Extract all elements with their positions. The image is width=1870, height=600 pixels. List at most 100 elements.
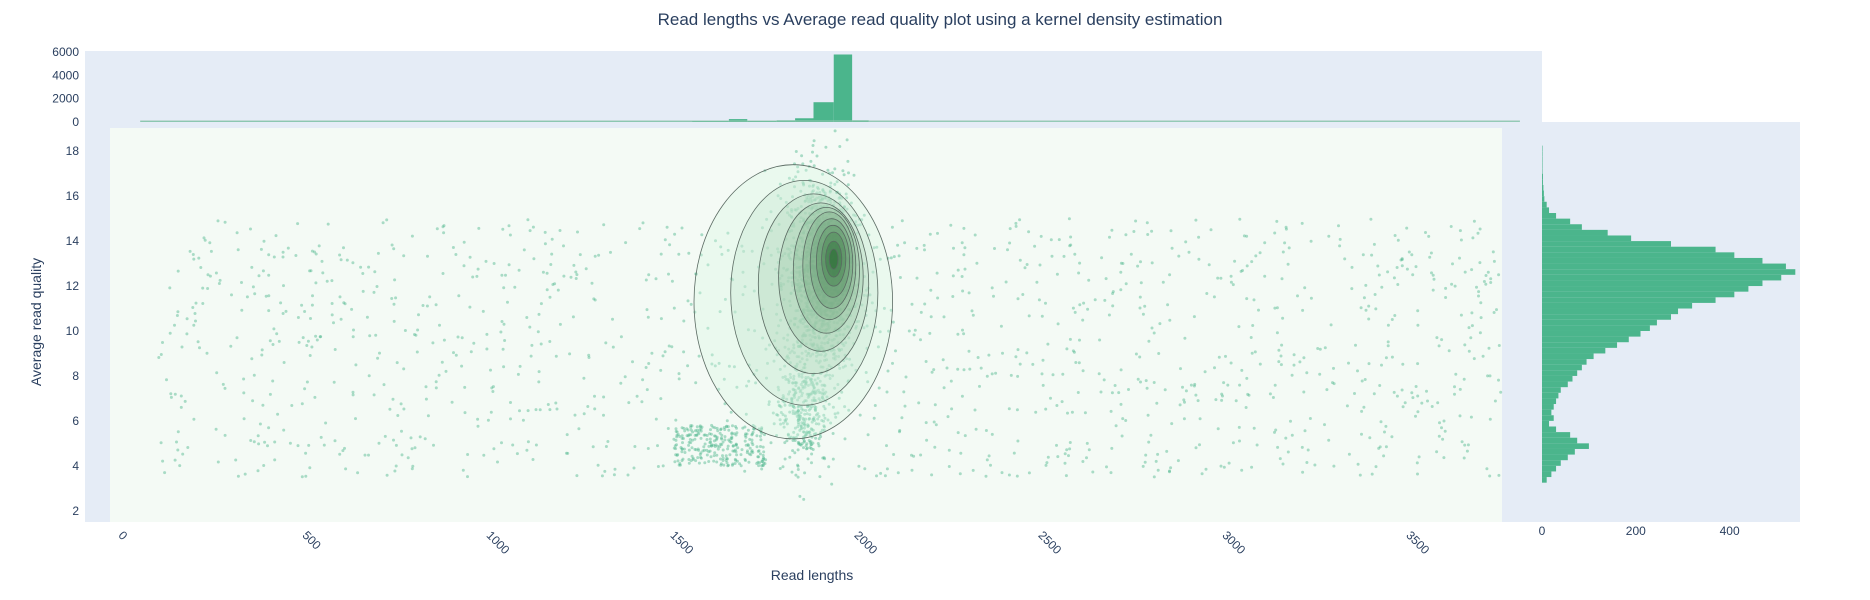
- scatter-point: [1338, 244, 1342, 248]
- scatter-point: [569, 275, 573, 279]
- scatter-point: [1284, 436, 1288, 440]
- scatter-point: [833, 262, 837, 266]
- scatter-point: [214, 271, 218, 275]
- scatter-point: [711, 425, 715, 429]
- scatter-point: [796, 344, 800, 348]
- scatter-point: [344, 467, 348, 471]
- scatter-point: [864, 288, 868, 292]
- scatter-point: [834, 334, 838, 338]
- scatter-point: [677, 463, 681, 467]
- scatter-point: [834, 354, 838, 358]
- scatter-point: [775, 312, 779, 316]
- scatter-point: [732, 365, 736, 369]
- scatter-point: [1495, 308, 1498, 312]
- scatter-point: [801, 380, 804, 384]
- scatter-point: [181, 452, 185, 456]
- scatter-point: [831, 312, 835, 316]
- scatter-point: [444, 369, 448, 373]
- scatter-point: [817, 304, 821, 308]
- scatter-point: [792, 377, 796, 381]
- scatter-point: [834, 254, 838, 258]
- scatter-point: [249, 227, 252, 231]
- x-tick-label: 2000: [852, 528, 881, 557]
- scatter-point: [821, 275, 825, 279]
- scatter-point: [719, 442, 722, 446]
- scatter-point: [311, 294, 314, 298]
- scatter-point: [385, 473, 389, 477]
- scatter-point: [838, 145, 842, 148]
- scatter-point: [843, 327, 847, 331]
- scatter-point: [896, 243, 900, 247]
- scatter-point: [803, 199, 807, 203]
- scatter-point: [813, 241, 817, 245]
- scatter-point: [1082, 301, 1086, 305]
- scatter-point: [367, 265, 371, 269]
- scatter-point: [159, 353, 163, 356]
- scatter-point: [863, 467, 867, 471]
- scatter-point: [1300, 445, 1304, 449]
- scatter-point: [822, 254, 826, 258]
- scatter-point: [1222, 381, 1226, 385]
- scatter-point: [179, 405, 183, 409]
- scatter-point: [802, 290, 806, 294]
- scatter-point: [352, 328, 355, 332]
- x-histogram-tick-label: 6000: [52, 45, 79, 59]
- scatter-point: [682, 350, 686, 354]
- scatter-point: [825, 334, 829, 338]
- scatter-point: [818, 262, 822, 265]
- scatter-point: [814, 240, 818, 244]
- scatter-point: [223, 220, 227, 224]
- scatter-point: [796, 412, 800, 416]
- scatter-point: [829, 218, 833, 222]
- scatter-point: [481, 309, 485, 313]
- scatter-point: [806, 263, 810, 267]
- scatter-point: [848, 357, 852, 361]
- scatter-point: [641, 378, 645, 382]
- scatter-point: [1287, 246, 1291, 250]
- scatter-point: [797, 284, 800, 288]
- scatter-point: [194, 319, 197, 323]
- scatter-point: [393, 469, 397, 473]
- scatter-point: [817, 336, 821, 340]
- scatter-point: [1479, 316, 1483, 320]
- scatter-point: [208, 274, 212, 278]
- scatter-point: [819, 204, 823, 208]
- scatter-point: [812, 255, 816, 259]
- scatter-point: [826, 341, 830, 344]
- scatter-point: [675, 435, 679, 439]
- scatter-point: [814, 271, 818, 275]
- scatter-point: [1361, 253, 1365, 257]
- scatter-point: [1031, 362, 1035, 366]
- scatter-point: [960, 394, 964, 398]
- scatter-point: [714, 239, 717, 243]
- scatter-point: [330, 313, 334, 317]
- scatter-point: [260, 348, 264, 352]
- scatter-point: [300, 402, 304, 406]
- scatter-point: [830, 254, 833, 258]
- scatter-point: [817, 288, 821, 292]
- scatter-point: [1332, 366, 1335, 370]
- scatter-point: [836, 383, 840, 386]
- scatter-point: [256, 469, 260, 473]
- scatter-point: [1044, 463, 1048, 467]
- scatter-point: [812, 295, 816, 299]
- scatter-point: [856, 223, 860, 227]
- scatter-point: [878, 330, 882, 334]
- scatter-point: [807, 309, 811, 313]
- scatter-point: [839, 307, 843, 311]
- scatter-point: [730, 435, 734, 439]
- scatter-point: [1414, 385, 1418, 388]
- scatter-point: [795, 248, 799, 252]
- scatter-point: [1403, 401, 1407, 405]
- scatter-point: [910, 453, 913, 457]
- scatter-point: [826, 254, 830, 258]
- scatter-point: [814, 288, 818, 292]
- scatter-point: [1390, 435, 1394, 439]
- scatter-point: [1241, 269, 1244, 272]
- scatter-point: [593, 254, 597, 258]
- scatter-point: [1117, 391, 1121, 395]
- scatter-point: [1300, 221, 1304, 225]
- scatter-point: [811, 255, 814, 259]
- scatter-point: [811, 265, 814, 269]
- scatter-point: [840, 348, 844, 351]
